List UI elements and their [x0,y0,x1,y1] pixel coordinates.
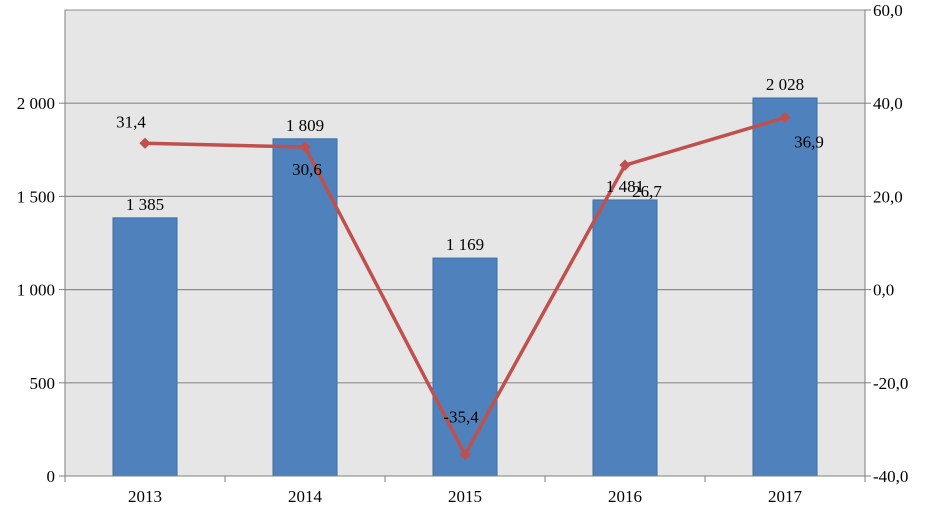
right-tick-label: 40,0 [873,94,903,113]
bar [272,138,338,477]
x-tick-label: 2015 [448,487,482,506]
line-point [459,448,471,461]
left-tick-label: 0 [47,467,56,486]
x-tick-label: 2017 [768,487,803,506]
bar [432,257,498,477]
right-tick-label: 60,0 [873,1,903,20]
right-tick-label: 0,0 [873,281,894,300]
bar-value-label: 1 169 [446,235,484,254]
axes: 0 500 1 000 1 500 2 000 -40,0 -20,0 0,0 20,0 40,0… [17,1,909,506]
line-value-label: 30,6 [292,160,322,179]
bar [112,217,178,477]
line-value-label: 26,7 [632,182,662,201]
line-point [299,141,311,153]
bar-series [112,97,818,477]
bar [752,97,818,477]
bar [592,199,658,477]
line-value-label: 31,4 [116,112,146,131]
line-value-label: 36,9 [794,133,824,152]
right-tick-label: 20,0 [873,187,903,206]
left-tick-label: 500 [30,374,56,393]
x-tick-label: 2016 [608,487,642,506]
line-point [619,159,631,171]
line-point [139,137,151,149]
bar-value-label: 2 028 [766,75,804,94]
left-tick-label: 2 000 [17,94,55,113]
right-tick-label: -40,0 [873,467,908,486]
left-tick-label: 1 000 [17,281,55,300]
right-tick-label: -20,0 [873,374,908,393]
line-value-label: -35,4 [443,408,479,427]
bar-value-label: 1 809 [286,116,324,135]
bar-value-label: 1 481 [606,177,644,196]
data-labels: 1 385 1 809 1 169 1 481 2 028 31,4 30,6 -35,4 26… [116,75,824,427]
x-tick-label: 2014 [288,487,323,506]
x-tick-label: 2013 [128,487,162,506]
left-tick-label: 1 500 [17,187,55,206]
bar-value-label: 1 385 [126,195,164,214]
